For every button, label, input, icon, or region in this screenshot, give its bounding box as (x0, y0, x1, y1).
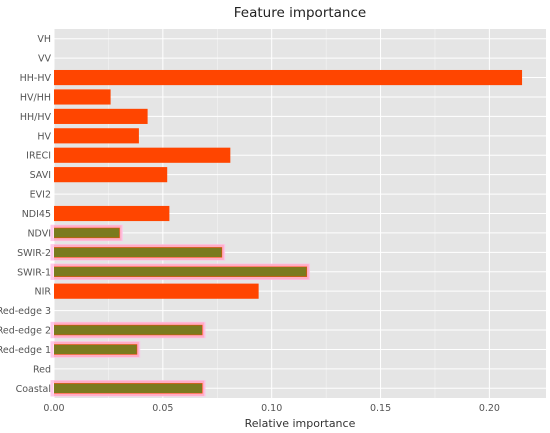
y-tick-label: Red-edge 3 (0, 306, 51, 317)
y-tick-label: NDVI (27, 228, 51, 239)
bar-hh-hv (54, 108, 148, 124)
chart-title: Feature importance (234, 5, 366, 21)
y-tick-label: HH-HV (20, 73, 52, 84)
x-tick-labels: 0.00 0.05 0.10 0.15 0.20 (43, 403, 500, 414)
overlay-glow-coastal (50, 380, 206, 397)
y-tick-label: VH (37, 34, 51, 45)
y-tick-label: IRECI (26, 151, 51, 162)
y-tick-label: Red (33, 364, 51, 375)
bar-hv-hh (54, 89, 111, 105)
overlay-glow-ndvi (50, 224, 123, 242)
y-tick-label: Red-edge 1 (0, 345, 51, 356)
overlay-glow-swir-2 (50, 244, 226, 261)
y-tick-label: Coastal (16, 384, 51, 395)
y-tick-label: HV/HH (20, 92, 51, 103)
bar-hh-hv (54, 69, 523, 86)
x-tick-label: 0.20 (479, 403, 500, 414)
y-tick-label: EVI2 (30, 190, 51, 201)
bar-nir (54, 283, 259, 299)
overlay-bar-coastal (54, 383, 203, 393)
x-tick-label: 0.10 (261, 403, 282, 414)
y-tick-label: HH/HV (20, 112, 52, 123)
overlay-bar-swir-2 (54, 247, 222, 258)
overlay-bar-swir-1 (54, 267, 307, 277)
overlay-glow-red-edge-1 (50, 341, 141, 358)
x-tick-label: 0.15 (370, 403, 391, 414)
x-axis-title: Relative importance (245, 417, 356, 430)
y-tick-label: SWIR-1 (17, 267, 51, 278)
overlay-bar-red-edge-2 (54, 325, 203, 335)
y-tick-label: SWIR-2 (17, 248, 51, 259)
overlay-glow-red-edge-2 (50, 321, 206, 339)
y-tick-label: NDI45 (22, 209, 51, 220)
y-tick-labels: VH VV HH-HV HV/HH HH/HV HV IRECI SAVI EVI2 NDI45 N… (0, 34, 51, 395)
x-tick-label: 0.00 (43, 403, 64, 414)
overlay-bar-red-edge-1 (54, 344, 137, 355)
y-tick-label: SAVI (30, 170, 51, 181)
y-tick-label: Red-edge 2 (0, 326, 51, 337)
y-tick-label: HV (37, 131, 51, 142)
overlay-bar-ndvi (54, 228, 120, 238)
x-tick-label: 0.05 (152, 403, 173, 414)
overlay-bars (50, 224, 311, 397)
bar-savi (54, 167, 168, 183)
y-tick-label: VV (38, 54, 51, 65)
bar-ireci (54, 147, 231, 163)
bar-hv (54, 128, 139, 144)
y-tick-label: NIR (34, 287, 51, 298)
bar-ndi45 (54, 205, 170, 222)
overlay-glow-swir-1 (50, 263, 311, 280)
